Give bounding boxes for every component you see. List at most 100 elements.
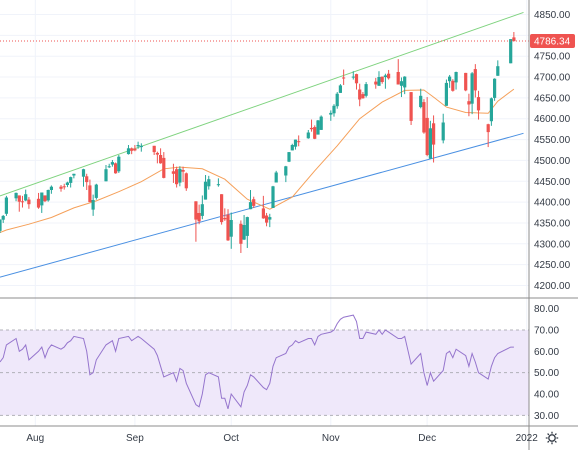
candle[interactable] <box>194 201 198 242</box>
candle[interactable] <box>451 79 455 92</box>
candle[interactable] <box>335 92 339 109</box>
candle[interactable] <box>139 143 143 152</box>
candle[interactable] <box>94 183 98 200</box>
candle[interactable] <box>358 83 362 107</box>
time-axis[interactable]: Aug Sep Oct Nov Dec 2022 <box>26 433 538 444</box>
candle[interactable] <box>444 79 448 106</box>
candle[interactable] <box>130 147 134 155</box>
candle[interactable] <box>110 160 114 167</box>
candle[interactable] <box>409 92 413 125</box>
candle[interactable] <box>184 172 188 191</box>
candle[interactable] <box>486 123 490 148</box>
candlestick-series[interactable] <box>0 32 516 253</box>
candle[interactable] <box>248 190 253 210</box>
candle[interactable] <box>342 69 346 85</box>
candle[interactable] <box>297 135 301 147</box>
candle[interactable] <box>36 192 41 209</box>
candle[interactable] <box>133 144 137 152</box>
candle[interactable] <box>293 139 298 150</box>
candle[interactable] <box>441 113 445 144</box>
candle[interactable] <box>496 60 500 76</box>
candle[interactable] <box>422 99 426 134</box>
candle[interactable] <box>473 64 477 98</box>
candle[interactable] <box>162 152 166 179</box>
candle[interactable] <box>178 166 182 187</box>
rsi-line[interactable] <box>0 314 514 410</box>
upper-channel-line[interactable] <box>0 11 524 197</box>
price-axis[interactable]: 4200.00 4250.00 4300.00 4350.00 4400.00 4450.… <box>534 10 571 292</box>
rsi-axis[interactable]: 30.00 40.00 50.00 60.00 70.00 80.00 <box>534 304 559 422</box>
candle[interactable] <box>104 165 108 182</box>
candle[interactable] <box>332 104 336 117</box>
candle[interactable] <box>351 71 355 80</box>
candle[interactable] <box>476 90 481 120</box>
candle[interactable] <box>380 76 384 84</box>
candle[interactable] <box>85 173 89 191</box>
candle[interactable] <box>284 165 288 183</box>
candle[interactable] <box>69 176 73 188</box>
candle[interactable] <box>489 97 493 126</box>
candle[interactable] <box>114 162 118 174</box>
candle[interactable] <box>399 77 404 98</box>
candle[interactable] <box>265 212 269 227</box>
candle[interactable] <box>4 195 8 216</box>
candle[interactable] <box>329 110 333 121</box>
candle[interactable] <box>59 185 63 192</box>
candle[interactable] <box>261 195 265 219</box>
candle[interactable] <box>252 196 256 208</box>
candle[interactable] <box>62 183 66 190</box>
candle[interactable] <box>274 170 278 183</box>
candle[interactable] <box>203 175 208 200</box>
candle[interactable] <box>338 84 342 93</box>
candle[interactable] <box>220 194 224 225</box>
candle[interactable] <box>374 77 378 89</box>
candle[interactable] <box>226 209 230 241</box>
candle[interactable] <box>136 141 140 149</box>
candle[interactable] <box>309 119 314 132</box>
candle[interactable] <box>425 97 429 157</box>
candle[interactable] <box>126 144 131 155</box>
candle[interactable] <box>419 88 423 109</box>
candle[interactable] <box>14 192 18 202</box>
candle[interactable] <box>354 73 359 90</box>
settings-button[interactable] <box>545 431 559 445</box>
candle[interactable] <box>175 166 179 188</box>
candle[interactable] <box>171 163 175 183</box>
candle[interactable] <box>464 72 468 92</box>
candle[interactable] <box>493 78 497 101</box>
candle[interactable] <box>197 204 201 225</box>
candle[interactable] <box>216 178 220 187</box>
candle[interactable] <box>306 129 310 139</box>
candle[interactable] <box>20 195 25 208</box>
candle[interactable] <box>181 166 185 183</box>
candle[interactable] <box>403 76 407 95</box>
candle[interactable] <box>40 192 44 213</box>
candle[interactable] <box>152 145 156 156</box>
candle[interactable] <box>46 189 50 202</box>
candle[interactable] <box>361 92 365 99</box>
candle[interactable] <box>313 125 317 140</box>
candle[interactable] <box>509 39 513 64</box>
candle[interactable] <box>512 32 516 42</box>
candle[interactable] <box>316 119 320 135</box>
candle[interactable] <box>91 194 95 216</box>
candle[interactable] <box>1 215 5 223</box>
moving-average-line[interactable] <box>0 88 515 233</box>
candle[interactable] <box>319 115 323 130</box>
candle[interactable] <box>387 69 391 80</box>
candle[interactable] <box>200 195 204 220</box>
candle[interactable] <box>117 155 121 173</box>
candle[interactable] <box>43 195 47 203</box>
candle[interactable] <box>377 71 381 86</box>
candle[interactable] <box>229 212 233 249</box>
candle[interactable] <box>27 197 31 209</box>
candle[interactable] <box>290 143 294 151</box>
candle[interactable] <box>364 82 368 98</box>
candle[interactable] <box>428 120 432 159</box>
candle[interactable] <box>49 185 53 194</box>
candle[interactable] <box>396 59 400 85</box>
candle[interactable] <box>287 152 291 163</box>
candle[interactable] <box>65 181 69 188</box>
candle[interactable] <box>24 189 28 202</box>
